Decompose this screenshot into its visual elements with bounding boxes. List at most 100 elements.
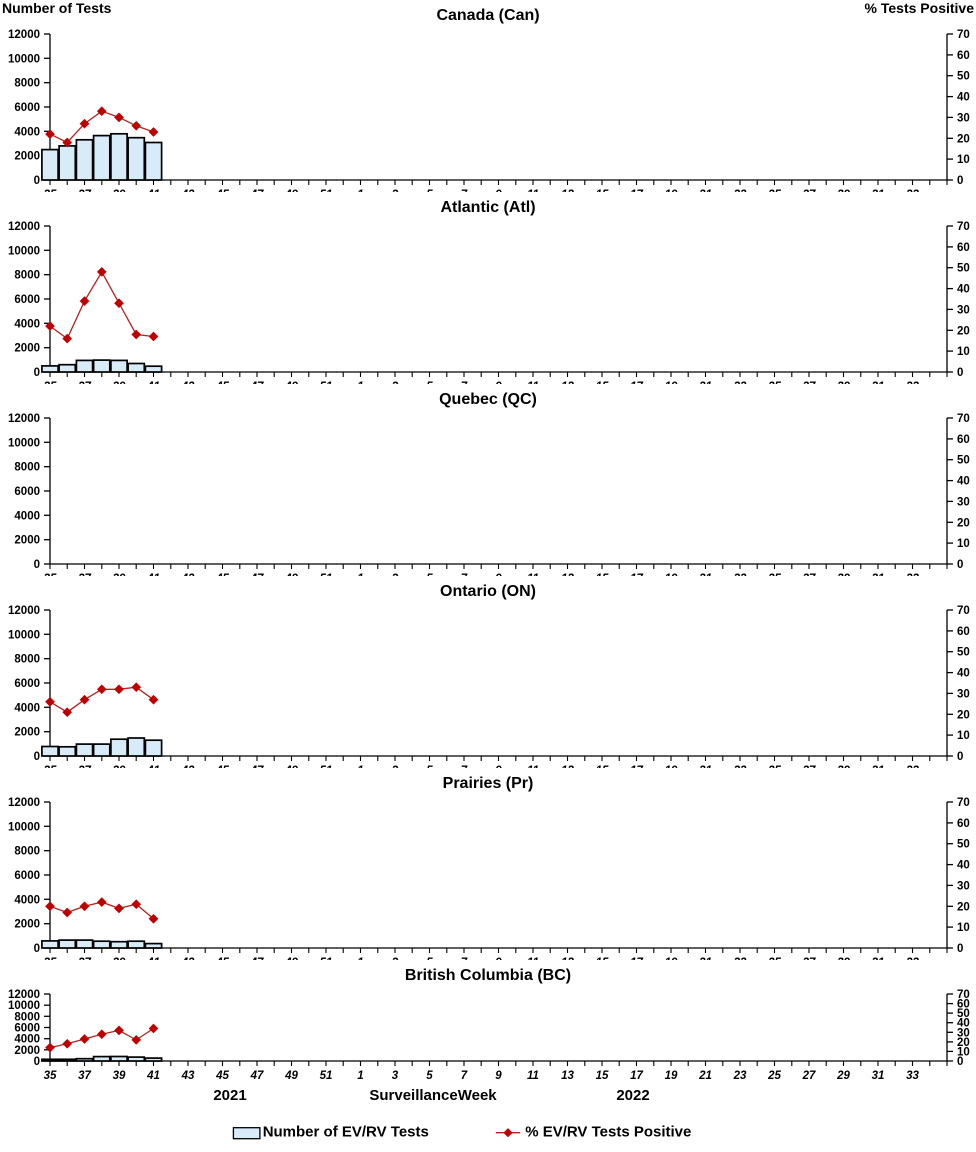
svg-text:13: 13 bbox=[561, 573, 574, 576]
svg-text:6000: 6000 bbox=[14, 678, 40, 690]
svg-text:45: 45 bbox=[215, 573, 229, 576]
svg-text:9: 9 bbox=[495, 189, 502, 192]
svg-text:60: 60 bbox=[957, 818, 970, 830]
svg-text:43: 43 bbox=[181, 189, 195, 192]
svg-text:30: 30 bbox=[957, 688, 970, 700]
svg-text:27: 27 bbox=[802, 1070, 816, 1082]
svg-text:35: 35 bbox=[44, 957, 57, 960]
svg-text:11: 11 bbox=[527, 189, 539, 192]
svg-text:49: 49 bbox=[284, 1070, 298, 1082]
svg-text:15: 15 bbox=[596, 573, 609, 576]
svg-text:70: 70 bbox=[957, 797, 970, 809]
svg-text:19: 19 bbox=[665, 1070, 678, 1082]
svg-text:20: 20 bbox=[957, 325, 970, 337]
svg-text:0: 0 bbox=[34, 751, 40, 763]
svg-text:39: 39 bbox=[113, 765, 126, 768]
svg-text:49: 49 bbox=[284, 957, 298, 960]
svg-text:9: 9 bbox=[495, 381, 502, 384]
svg-text:8000: 8000 bbox=[14, 1011, 40, 1023]
svg-text:11: 11 bbox=[527, 1070, 539, 1082]
svg-text:40: 40 bbox=[957, 860, 970, 872]
svg-text:30: 30 bbox=[957, 112, 970, 124]
svg-text:13: 13 bbox=[561, 189, 574, 192]
svg-text:49: 49 bbox=[284, 573, 298, 576]
svg-text:0: 0 bbox=[34, 559, 40, 571]
svg-text:11: 11 bbox=[527, 957, 539, 960]
svg-text:47: 47 bbox=[250, 573, 264, 576]
svg-text:5: 5 bbox=[426, 381, 433, 384]
svg-text:29: 29 bbox=[836, 957, 850, 960]
svg-text:41: 41 bbox=[146, 189, 160, 192]
svg-text:13: 13 bbox=[561, 381, 574, 384]
svg-text:70: 70 bbox=[957, 989, 970, 1001]
svg-text:SurveillanceWeek: SurveillanceWeek bbox=[369, 1087, 497, 1104]
svg-text:9: 9 bbox=[495, 765, 502, 768]
svg-text:51: 51 bbox=[320, 189, 333, 192]
svg-text:8000: 8000 bbox=[14, 654, 40, 666]
svg-text:2000: 2000 bbox=[14, 343, 40, 355]
svg-text:39: 39 bbox=[113, 381, 126, 384]
svg-text:6000: 6000 bbox=[14, 870, 40, 882]
svg-text:1: 1 bbox=[357, 189, 363, 192]
svg-text:29: 29 bbox=[836, 765, 850, 768]
svg-text:% EV/RV Tests Positive: % EV/RV Tests Positive bbox=[525, 1124, 691, 1141]
svg-text:70: 70 bbox=[957, 605, 970, 617]
svg-text:49: 49 bbox=[284, 765, 298, 768]
svg-text:0: 0 bbox=[34, 367, 40, 379]
svg-text:35: 35 bbox=[44, 381, 57, 384]
svg-text:2000: 2000 bbox=[14, 151, 40, 163]
svg-text:47: 47 bbox=[250, 189, 264, 192]
svg-text:47: 47 bbox=[250, 765, 264, 768]
svg-text:25: 25 bbox=[767, 573, 781, 576]
svg-text:49: 49 bbox=[284, 381, 298, 384]
svg-text:23: 23 bbox=[733, 381, 747, 384]
svg-text:10: 10 bbox=[957, 538, 970, 550]
svg-text:50: 50 bbox=[957, 263, 970, 275]
svg-text:43: 43 bbox=[181, 381, 195, 384]
svg-text:4000: 4000 bbox=[14, 894, 40, 906]
svg-text:70: 70 bbox=[957, 413, 970, 425]
svg-text:33: 33 bbox=[906, 957, 919, 960]
svg-text:Quebec (QC): Quebec (QC) bbox=[439, 391, 537, 408]
svg-text:3: 3 bbox=[392, 957, 399, 960]
svg-text:0: 0 bbox=[957, 559, 963, 571]
svg-text:39: 39 bbox=[113, 957, 126, 960]
svg-text:50: 50 bbox=[957, 71, 970, 83]
svg-text:6000: 6000 bbox=[14, 294, 40, 306]
svg-text:31: 31 bbox=[872, 957, 885, 960]
svg-text:3: 3 bbox=[392, 573, 399, 576]
svg-text:51: 51 bbox=[320, 573, 333, 576]
svg-text:21: 21 bbox=[698, 957, 712, 960]
svg-text:11: 11 bbox=[527, 765, 539, 768]
svg-text:60: 60 bbox=[957, 626, 970, 638]
svg-text:25: 25 bbox=[767, 381, 781, 384]
svg-text:0: 0 bbox=[34, 943, 40, 955]
svg-text:17: 17 bbox=[630, 765, 643, 768]
svg-text:8000: 8000 bbox=[14, 462, 40, 474]
svg-text:25: 25 bbox=[767, 765, 781, 768]
svg-text:12000: 12000 bbox=[8, 797, 40, 809]
svg-text:15: 15 bbox=[596, 765, 609, 768]
svg-text:37: 37 bbox=[78, 573, 91, 576]
svg-text:6000: 6000 bbox=[14, 486, 40, 498]
svg-text:21: 21 bbox=[698, 1070, 712, 1082]
svg-text:41: 41 bbox=[146, 1070, 160, 1082]
svg-text:6000: 6000 bbox=[14, 102, 40, 114]
svg-text:30: 30 bbox=[957, 880, 970, 892]
svg-text:13: 13 bbox=[561, 765, 574, 768]
svg-text:5: 5 bbox=[426, 189, 433, 192]
svg-text:7: 7 bbox=[461, 1070, 468, 1082]
svg-text:4000: 4000 bbox=[14, 702, 40, 714]
svg-text:35: 35 bbox=[44, 765, 57, 768]
svg-text:British Columbia (BC): British Columbia (BC) bbox=[405, 967, 571, 984]
svg-text:0: 0 bbox=[957, 751, 963, 763]
svg-text:0: 0 bbox=[957, 367, 963, 379]
svg-text:15: 15 bbox=[596, 957, 609, 960]
svg-text:50: 50 bbox=[957, 839, 970, 851]
svg-text:12000: 12000 bbox=[8, 413, 40, 425]
svg-text:0: 0 bbox=[957, 943, 963, 955]
svg-text:10: 10 bbox=[957, 922, 970, 934]
svg-text:40: 40 bbox=[957, 668, 970, 680]
svg-text:8000: 8000 bbox=[14, 846, 40, 858]
svg-text:31: 31 bbox=[872, 765, 885, 768]
